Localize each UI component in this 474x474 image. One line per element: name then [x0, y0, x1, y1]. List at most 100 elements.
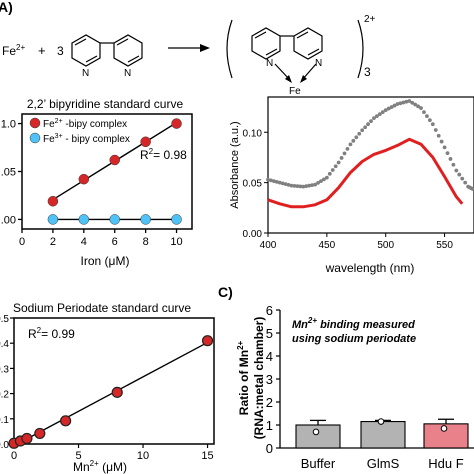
- chart2-gray-spectrum-point: [336, 160, 341, 165]
- chart2-gray-spectrum-point: [316, 180, 320, 185]
- chart1-data-point-0: [171, 118, 182, 129]
- chart2-gray-spectrum-point: [460, 176, 465, 181]
- chart4-y-tick-label: 6: [266, 303, 273, 318]
- chart1-data-point-1: [78, 214, 90, 225]
- chart4-bar: [360, 420, 406, 449]
- chart4-y-tick-label: 3: [266, 372, 273, 387]
- chart2-gray-spectrum-point: [366, 122, 370, 127]
- chart1-data-point-0: [78, 173, 90, 185]
- chart2-gray-spectrum-point: [310, 183, 315, 188]
- chart2-gray-spectrum-point: [357, 131, 362, 136]
- chart2-gray-spectrum-point: [383, 108, 388, 112]
- chart2-gray-spectrum-point: [319, 179, 323, 184]
- chart1-x-tick-label: 4: [81, 236, 87, 248]
- chart2-y-axis-label: Absorbance (a.u.): [229, 121, 241, 208]
- ligand-n-left: N: [82, 68, 89, 79]
- chart2-gray-spectrum-point: [433, 128, 438, 132]
- chart2-gray-spectrum-point: [448, 157, 453, 161]
- chart2-gray-spectrum-point: [377, 112, 382, 117]
- chart2-gray-spectrum-point: [470, 187, 474, 191]
- chart4-bar: [295, 424, 341, 449]
- chart4-y-tick-label: 1: [266, 418, 273, 433]
- coordination-arrow-tip-left: [285, 75, 292, 83]
- chart2-gray-spectrum-point: [330, 168, 335, 172]
- complex-metal-label: Fe: [289, 86, 301, 97]
- chart2-gray-spectrum-point: [295, 184, 300, 189]
- mn-binding-bar-chart: 0 1 2 3 4 5 6 Buffer GlmS Hdu F Mn2+ binding mea…: [236, 303, 474, 471]
- chart1-legend-label-fe3: Fe3+ - bipy complex: [43, 133, 130, 145]
- chart2-gray-spectrum-point: [369, 119, 373, 124]
- chart4-annotation-line2: using sodium periodate: [292, 333, 416, 345]
- chart1-data-point-0: [109, 154, 120, 166]
- chart2-gray-spectrum-point: [298, 184, 303, 189]
- chart1-legend-marker-fe3: [29, 132, 41, 144]
- chart2-gray-spectrum-point: [374, 114, 379, 119]
- ligand-n-right: N: [124, 68, 131, 79]
- plus-sign: +: [38, 43, 46, 58]
- chart3-x-ticks: 0 5 10 15: [11, 444, 214, 462]
- chart3-x-tick-label: 5: [75, 450, 81, 462]
- chart2-gray-spectrum-point: [410, 100, 415, 105]
- chart3-y-tick-label: 0.0: [0, 440, 9, 451]
- chart4-replicate-dot: [312, 428, 320, 436]
- chart3-plot-frame: [13, 317, 215, 445]
- chart1-x-tick-label: 2: [50, 236, 56, 248]
- complex-charge: 2+: [364, 14, 376, 25]
- chart2-x-tick-label: 400: [260, 240, 277, 251]
- chart1-data-point-1: [109, 214, 120, 225]
- chart1-x-tick-label: 10: [170, 236, 182, 248]
- chart2-gray-spectrum-point: [442, 145, 447, 150]
- chart2-gray-spectrum-point: [454, 168, 459, 173]
- chart4-y-tick-label: 0: [266, 441, 273, 456]
- chart4-y-axis-label: Ratio of Mn2+: [236, 340, 251, 415]
- chart1-data-point-0: [47, 195, 59, 207]
- reaction-scheme: Fe2+ + 3 N N: [2, 14, 376, 97]
- chart2-gray-spectrum-point: [354, 135, 359, 140]
- chart2-gray-spectrum-point: [422, 110, 426, 115]
- chart1-plot-frame: [21, 113, 193, 230]
- chart1-data-point-0: [140, 136, 151, 148]
- chart2-gray-spectrum-point: [380, 110, 385, 115]
- absorbance-spectrum: 0.00 0.05 0.10 400 450 500 550 Absorbance (a.…: [229, 96, 474, 275]
- chart2-gray-spectrum-point: [280, 181, 285, 186]
- stoich-coefficient: 3: [57, 44, 64, 58]
- chart3-fit-line: [13, 341, 208, 447]
- chart2-gray-spectrum-point: [457, 172, 462, 177]
- chart2-gray-spectrum-point: [463, 180, 468, 185]
- chart2-y-ticks: 0.00 0.05 0.10: [243, 128, 268, 240]
- chart2-gray-spectrum-point: [451, 162, 456, 167]
- reaction-arrow: [168, 44, 210, 52]
- chart4-y-tick-label: 5: [266, 326, 273, 341]
- chart4-category-label: Hdu F: [428, 456, 463, 471]
- chart2-gray-spectrum-point: [307, 183, 312, 188]
- chart3-x-tick-label: 10: [137, 450, 149, 462]
- chart2-gray-spectrum-point: [339, 156, 344, 160]
- panel-label-a: A): [0, 0, 13, 15]
- chart1-data-point-1: [47, 214, 59, 225]
- chart2-gray-spectrum-point: [304, 184, 309, 189]
- chart2-gray-spectrum-point: [386, 106, 391, 111]
- chart4-y-axis-label-2: (RNA:metal chamber): [252, 317, 266, 440]
- chart2-gray-spectrum-point: [348, 142, 353, 147]
- chart1-data-point-1: [140, 214, 151, 225]
- chart1-x-tick-label: 8: [143, 236, 149, 248]
- chart1-title: 2,2’ bipyridine standard curve: [27, 97, 184, 111]
- chart2-x-axis-label: wavelength (nm): [325, 261, 415, 275]
- fe-reactant-label: Fe2+: [2, 43, 25, 58]
- coordination-arrow-tip-right: [300, 75, 307, 83]
- chart1-x-tick-label: 0: [19, 236, 25, 248]
- chart2-gray-spectrum-point: [269, 178, 273, 183]
- chart2-gray-spectrum-point: [392, 103, 397, 108]
- chart2-gray-spectrum-point: [395, 102, 400, 106]
- chart4-y-tick-label: 2: [266, 395, 273, 410]
- chart2-gray-spectrum-point: [363, 125, 368, 130]
- bipyridine-ligand: [71, 34, 143, 67]
- chart2-gray-spectrum-point: [436, 133, 441, 138]
- complex-subscript: 3: [364, 65, 371, 79]
- chart2-y-tick-label: 0.10: [243, 128, 263, 139]
- chart3-x-tick-label: 0: [11, 450, 17, 462]
- chart4-category-label: GlmS: [367, 456, 400, 471]
- chart2-plot-frame: [267, 96, 474, 234]
- chart4-replicate-dot: [440, 425, 448, 432]
